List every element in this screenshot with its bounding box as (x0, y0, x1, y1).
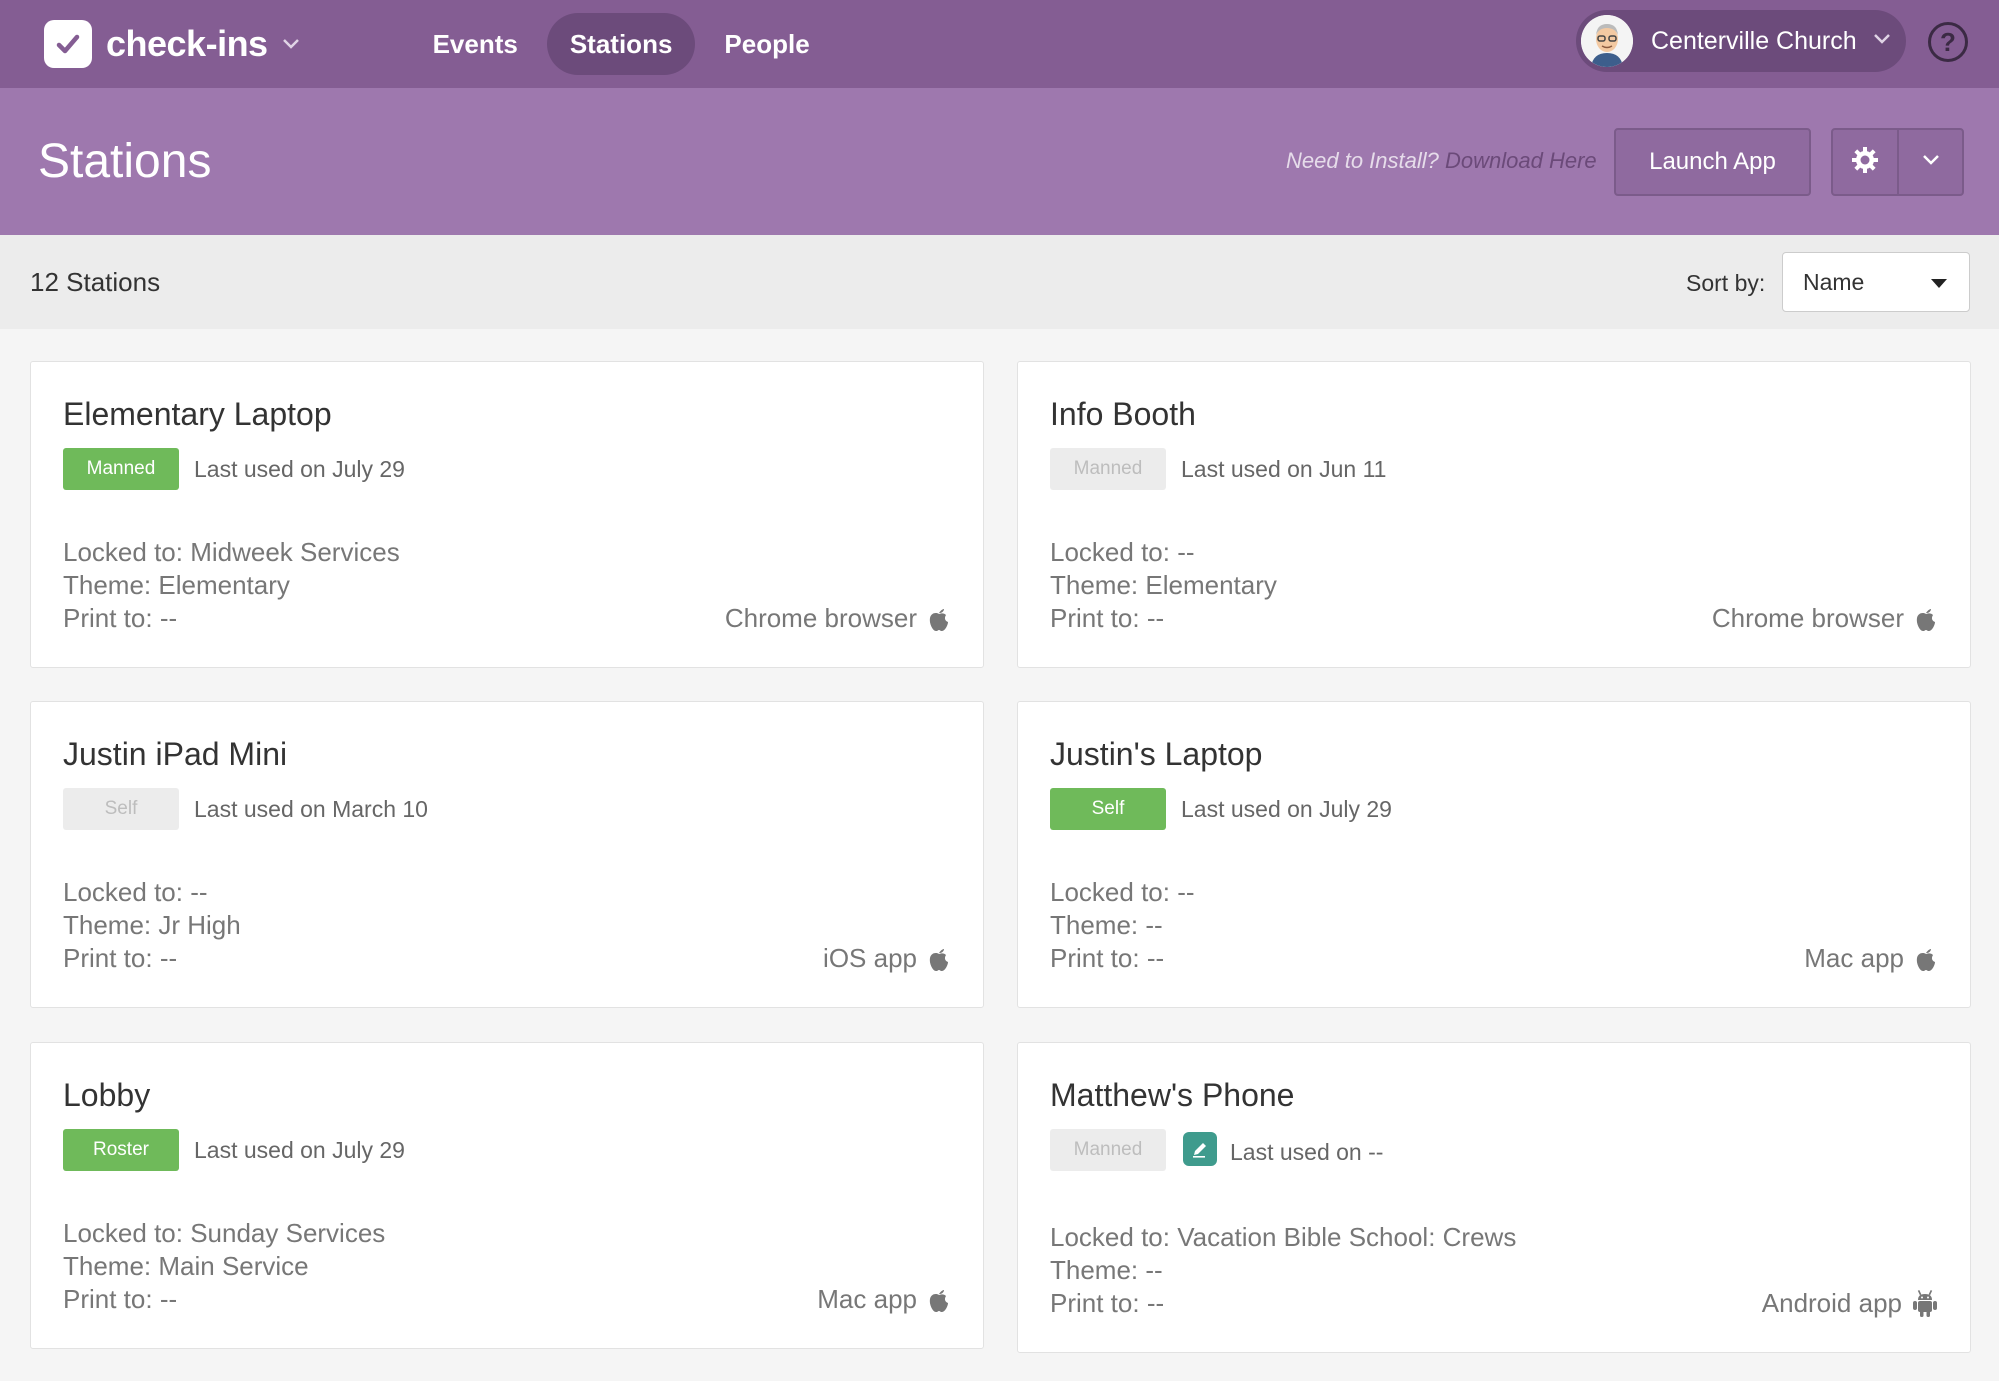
gear-icon (1851, 146, 1879, 179)
station-name: Matthew's Phone (1050, 1077, 1295, 1113)
app-switcher[interactable]: check-ins (44, 20, 300, 68)
theme: Theme: -- (1050, 910, 1163, 940)
locked-to: Locked to: Midweek Services (63, 537, 400, 567)
device-label: Mac app (1804, 943, 1904, 973)
station-name: Lobby (63, 1077, 151, 1113)
status-badge: Self (63, 788, 179, 830)
caret-down-icon (1931, 279, 1947, 288)
settings-menu (1831, 128, 1964, 196)
apple-icon (929, 608, 948, 631)
locked-to: Locked to: Vacation Bible School: Crews (1050, 1222, 1517, 1252)
theme: Theme: -- (1050, 1255, 1163, 1285)
station-card[interactable]: Lobby Roster Last used on July 29 Locked… (30, 1042, 984, 1349)
print-to: Print to: -- (1050, 603, 1165, 633)
station-card[interactable]: Elementary Laptop Manned Last used on Ju… (30, 361, 984, 668)
status-badge: Manned (1050, 1129, 1166, 1171)
last-used: Last used on -- (1230, 1139, 1384, 1165)
org-switcher[interactable]: Centerville Church (1576, 10, 1906, 72)
device-type: Android app (1762, 1288, 1938, 1319)
top-nav: check-ins Events Stations People Centerv… (0, 0, 1999, 88)
print-to: Print to: -- (63, 603, 178, 633)
station-card[interactable]: Justin iPad Mini Self Last used on March… (30, 701, 984, 1008)
status-badge: Manned (63, 448, 179, 490)
station-card[interactable]: Justin's Laptop Self Last used on July 2… (1017, 701, 1971, 1008)
help-icon[interactable]: ? (1928, 22, 1968, 62)
chevron-down-icon (1922, 153, 1940, 171)
station-name: Elementary Laptop (63, 396, 332, 432)
station-name: Justin iPad Mini (63, 736, 288, 772)
device-type: Chrome browser (725, 603, 951, 634)
nav-events[interactable]: Events (432, 29, 518, 59)
app-name: check-ins (106, 23, 268, 64)
device-type: iOS app (823, 943, 951, 974)
list-toolbar: 12 Stations Sort by: Name (0, 235, 1999, 329)
apple-icon (1916, 608, 1935, 631)
sort-value: Name (1803, 268, 1865, 295)
locked-to: Locked to: -- (63, 877, 208, 907)
status-badge: Self (1050, 788, 1166, 830)
page-title: Stations (38, 135, 212, 188)
main-nav: Events Stations People (410, 13, 833, 75)
avatar (1581, 15, 1633, 67)
print-to: Print to: -- (63, 1284, 178, 1314)
device-label: Chrome browser (724, 603, 917, 633)
org-name: Centerville Church (1651, 26, 1857, 55)
print-to: Print to: -- (1050, 1288, 1165, 1318)
download-link[interactable]: Download Here (1445, 148, 1597, 173)
status-badge: Manned (1050, 448, 1166, 490)
device-label: Chrome browser (1711, 603, 1904, 633)
last-used: Last used on July 29 (194, 1137, 405, 1163)
device-type: Mac app (817, 1284, 951, 1315)
locked-to: Locked to: -- (1050, 537, 1195, 567)
chevron-down-icon (282, 38, 300, 50)
print-to: Print to: -- (1050, 943, 1165, 973)
apple-icon (1916, 948, 1935, 971)
device-type: Mac app (1804, 943, 1938, 974)
theme: Theme: Main Service (63, 1251, 309, 1281)
station-name: Justin's Laptop (1050, 736, 1263, 772)
station-name: Info Booth (1050, 396, 1196, 432)
checkmark-icon (44, 20, 92, 68)
chevron-down-icon (1873, 32, 1891, 50)
sort-select[interactable]: Name (1782, 252, 1970, 312)
device-label: Android app (1761, 1288, 1902, 1318)
android-icon (1913, 1289, 1937, 1317)
settings-button[interactable] (1833, 130, 1899, 194)
last-used: Last used on March 10 (194, 796, 428, 822)
page-header: Stations Need to Install? Download Here … (0, 88, 1999, 235)
last-used: Last used on July 29 (1181, 796, 1392, 822)
install-text: Need to Install? (1286, 148, 1439, 173)
status-badge: Roster (63, 1129, 179, 1171)
device-type: Chrome browser (1712, 603, 1938, 634)
print-to: Print to: -- (63, 943, 178, 973)
last-used: Last used on July 29 (194, 456, 405, 482)
launch-app-button[interactable]: Launch App (1614, 128, 1811, 196)
apple-icon (929, 1289, 948, 1312)
station-card[interactable]: Matthew's Phone Manned Last used on -- L… (1017, 1042, 1971, 1353)
device-label: Mac app (817, 1284, 917, 1314)
last-used: Last used on Jun 11 (1181, 456, 1387, 482)
theme: Theme: Jr High (63, 910, 241, 940)
theme: Theme: Elementary (63, 570, 290, 600)
apple-icon (929, 948, 948, 971)
sort-label: Sort by: (1686, 270, 1766, 296)
install-prompt: Need to Install? Download Here (1286, 148, 1597, 174)
nav-people[interactable]: People (724, 29, 810, 59)
locked-to: Locked to: Sunday Services (63, 1218, 386, 1248)
edit-icon[interactable] (1183, 1132, 1217, 1166)
locked-to: Locked to: -- (1050, 877, 1195, 907)
station-card[interactable]: Info Booth Manned Last used on Jun 11 Lo… (1017, 361, 1971, 668)
theme: Theme: Elementary (1050, 570, 1277, 600)
settings-dropdown-button[interactable] (1899, 130, 1962, 194)
device-label: iOS app (823, 943, 917, 973)
nav-stations[interactable]: Stations (546, 13, 696, 75)
station-count: 12 Stations (30, 267, 161, 297)
